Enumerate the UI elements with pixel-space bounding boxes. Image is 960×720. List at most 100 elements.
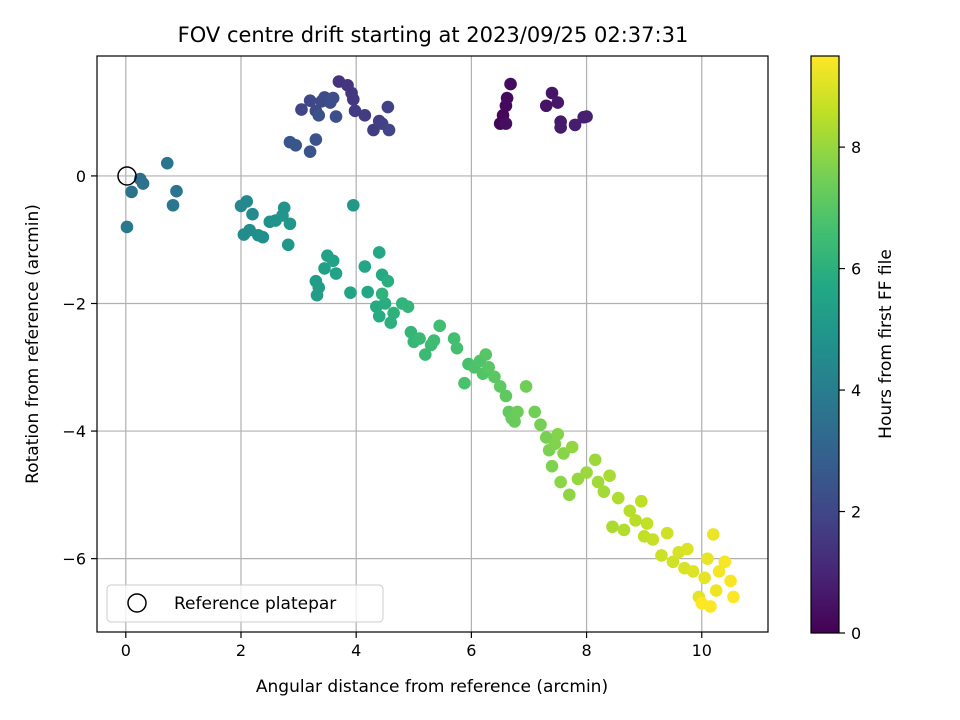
data-point bbox=[634, 494, 648, 508]
data-point bbox=[488, 370, 501, 384]
data-point bbox=[347, 93, 360, 106]
y-tick-label: −6 bbox=[62, 550, 86, 569]
data-point bbox=[482, 360, 495, 374]
data-point bbox=[120, 220, 134, 234]
data-point bbox=[283, 217, 297, 231]
axis-ticks: 0 2 4 6 8 10 −6 −4 −2 0 bbox=[62, 167, 712, 660]
data-point bbox=[450, 341, 464, 355]
data-point bbox=[695, 596, 709, 610]
legend-entry-label: Reference platepar bbox=[174, 594, 336, 614]
data-point bbox=[727, 590, 740, 604]
data-point bbox=[660, 526, 674, 540]
data-point bbox=[447, 332, 461, 345]
data-point bbox=[256, 230, 270, 244]
scatter-points bbox=[120, 75, 740, 613]
data-point bbox=[565, 440, 579, 454]
data-point bbox=[326, 254, 340, 268]
data-point bbox=[528, 405, 542, 419]
colorbar-tick-label: 8 bbox=[851, 138, 861, 157]
data-point bbox=[606, 520, 619, 534]
data-point bbox=[580, 110, 593, 123]
x-tick-label: 4 bbox=[351, 641, 361, 660]
data-point bbox=[381, 274, 395, 288]
colorbar-gradient bbox=[811, 56, 839, 633]
data-point bbox=[718, 555, 732, 569]
x-tick-label: 10 bbox=[692, 641, 712, 660]
data-point bbox=[504, 77, 517, 91]
data-point bbox=[562, 488, 576, 502]
x-tick-label: 6 bbox=[466, 641, 476, 660]
data-point bbox=[551, 96, 565, 109]
colorbar: 0 2 4 6 8 Hours from first FF file bbox=[810, 55, 896, 643]
data-point bbox=[166, 198, 180, 212]
data-point bbox=[511, 405, 524, 419]
data-point bbox=[404, 325, 418, 339]
data-point bbox=[499, 389, 513, 403]
data-point bbox=[545, 86, 559, 100]
colorbar-frame bbox=[810, 55, 840, 634]
data-point bbox=[318, 262, 331, 275]
data-point bbox=[666, 555, 680, 569]
data-point bbox=[597, 485, 611, 498]
data-point bbox=[433, 319, 446, 333]
data-point bbox=[617, 523, 631, 537]
data-point bbox=[170, 184, 183, 198]
data-point bbox=[361, 285, 375, 299]
data-point bbox=[591, 475, 605, 489]
data-point bbox=[712, 565, 726, 578]
data-point bbox=[312, 109, 326, 122]
data-point bbox=[545, 459, 559, 473]
data-point bbox=[706, 528, 720, 541]
colorbar-tick-label: 4 bbox=[851, 381, 861, 400]
data-point bbox=[698, 571, 711, 585]
data-point bbox=[348, 104, 362, 118]
data-point bbox=[367, 123, 380, 137]
data-point bbox=[295, 103, 308, 116]
data-point bbox=[580, 466, 593, 479]
reference-platepar-marker bbox=[117, 166, 137, 186]
data-point bbox=[372, 309, 386, 323]
data-point bbox=[303, 145, 317, 158]
data-point bbox=[701, 552, 714, 565]
data-point bbox=[358, 260, 372, 273]
data-point bbox=[160, 156, 174, 170]
data-point bbox=[419, 348, 432, 361]
data-point bbox=[381, 100, 395, 114]
data-point bbox=[289, 139, 303, 152]
data-point bbox=[603, 469, 616, 483]
data-point bbox=[479, 348, 493, 361]
data-point bbox=[508, 415, 521, 428]
y-axis-label: Rotation from reference (arcmin) bbox=[23, 204, 43, 484]
legend-reference-marker bbox=[127, 593, 147, 613]
legend-box bbox=[106, 584, 384, 623]
data-point bbox=[382, 123, 396, 137]
colorbar-label: Hours from first FF file bbox=[876, 249, 896, 439]
data-point bbox=[458, 376, 471, 390]
data-point bbox=[539, 431, 553, 444]
data-point bbox=[539, 99, 553, 113]
data-point bbox=[629, 514, 642, 527]
data-point bbox=[326, 91, 340, 105]
x-tick-label: 2 bbox=[236, 641, 246, 660]
data-point bbox=[681, 542, 694, 556]
data-point bbox=[358, 109, 372, 122]
data-point bbox=[309, 133, 323, 146]
data-point bbox=[611, 491, 625, 505]
data-point bbox=[136, 177, 150, 190]
data-point bbox=[413, 332, 426, 345]
data-point bbox=[709, 584, 723, 597]
data-point bbox=[401, 300, 415, 313]
data-point bbox=[387, 306, 400, 320]
data-point bbox=[329, 267, 343, 280]
data-point bbox=[571, 472, 585, 486]
data-point bbox=[519, 380, 533, 393]
y-tick-label: −2 bbox=[62, 294, 86, 313]
data-point bbox=[246, 207, 259, 221]
data-point bbox=[384, 316, 398, 329]
data-point bbox=[534, 418, 547, 431]
data-point bbox=[372, 246, 386, 259]
data-point bbox=[310, 288, 324, 302]
data-point bbox=[554, 475, 567, 489]
data-point bbox=[686, 565, 700, 578]
